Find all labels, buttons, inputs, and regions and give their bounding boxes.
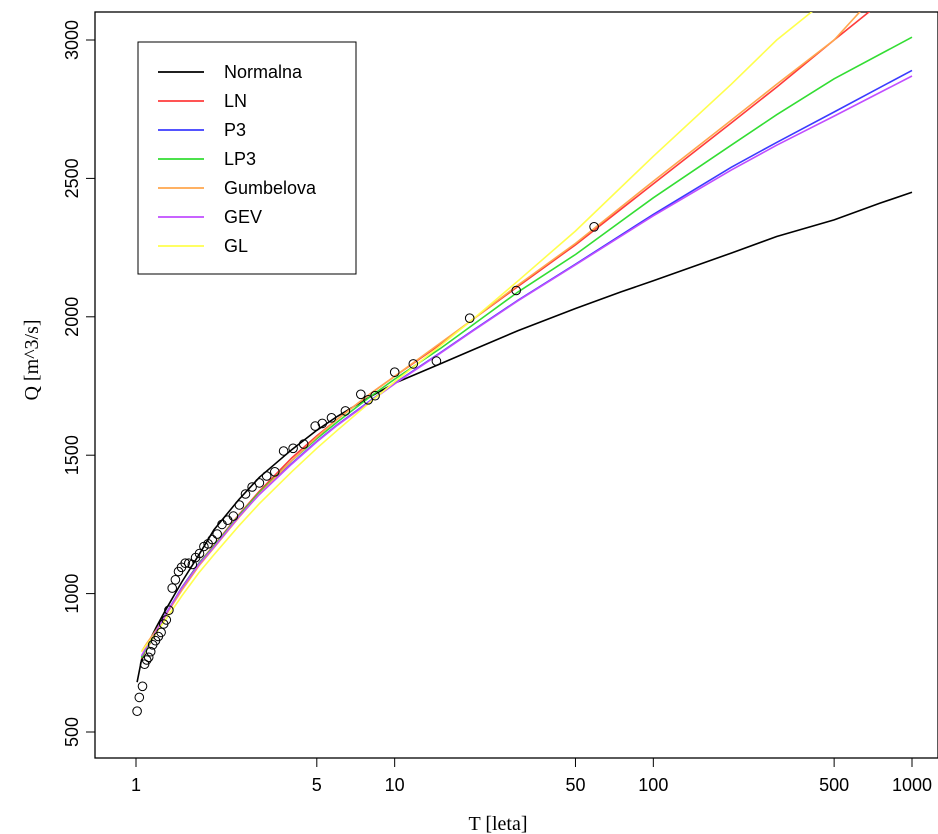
observation-point bbox=[356, 389, 366, 400]
observation-point bbox=[143, 652, 154, 663]
observation-point bbox=[164, 605, 174, 616]
observation-point bbox=[298, 439, 309, 449]
y-tick-label: 2500 bbox=[62, 158, 82, 198]
x-tick-label: 5 bbox=[312, 775, 322, 795]
series-line-gumbelova bbox=[140, 12, 861, 653]
observation-point bbox=[278, 446, 289, 456]
observation-point bbox=[240, 489, 251, 499]
observation-point bbox=[145, 646, 156, 657]
observation-point bbox=[167, 583, 177, 593]
observation-point bbox=[234, 500, 245, 510]
y-tick-label: 500 bbox=[62, 717, 82, 747]
y-tick-label: 1500 bbox=[62, 435, 82, 475]
x-tick-label: 50 bbox=[565, 775, 585, 795]
legend-label-gumbelova: Gumbelova bbox=[224, 178, 317, 198]
legend-label-p3: P3 bbox=[224, 120, 246, 140]
observation-point bbox=[212, 529, 222, 539]
legend-label-gl: GL bbox=[224, 236, 248, 256]
observation-point bbox=[389, 367, 400, 378]
observation-point bbox=[170, 575, 181, 585]
observation-point bbox=[161, 615, 172, 625]
x-tick-label: 1 bbox=[131, 775, 141, 795]
x-tick-label: 10 bbox=[385, 775, 405, 795]
observation-point bbox=[222, 515, 233, 526]
observation-point bbox=[288, 443, 298, 454]
y-axis: 500 1000 1500 2000 2500 3000 bbox=[62, 20, 96, 747]
legend-box bbox=[137, 41, 357, 275]
observation-point bbox=[270, 467, 280, 477]
observation-point bbox=[194, 548, 205, 559]
observation-point bbox=[180, 558, 190, 569]
observation-point bbox=[156, 627, 166, 638]
observation-point bbox=[589, 222, 599, 232]
legend-label-lp3: LP3 bbox=[224, 149, 256, 169]
y-tick-label: 2000 bbox=[62, 297, 82, 337]
y-tick-label: 1000 bbox=[62, 574, 82, 614]
x-axis: 1 5 10 50 100 500 1000 bbox=[131, 757, 932, 795]
observation-point bbox=[431, 356, 442, 366]
observation-point bbox=[137, 681, 148, 692]
legend-label-ln: LN bbox=[224, 91, 247, 111]
series-line-gev bbox=[140, 75, 913, 657]
observation-point bbox=[141, 655, 152, 665]
x-tick-label: 1000 bbox=[892, 775, 932, 795]
observation-point bbox=[340, 406, 351, 416]
observation-point bbox=[370, 390, 380, 401]
observation-point bbox=[134, 692, 145, 703]
x-axis-title: T [leta] bbox=[468, 813, 527, 834]
x-tick-label: 100 bbox=[638, 775, 668, 795]
observation-point bbox=[310, 421, 321, 431]
observation-point bbox=[254, 478, 265, 488]
x-tick-label: 500 bbox=[819, 775, 849, 795]
observation-point bbox=[408, 359, 419, 369]
legend: Normalna LN P3 LP3 Gumbelova GEV GL bbox=[137, 41, 357, 275]
observation-points bbox=[132, 222, 599, 717]
observation-point bbox=[247, 482, 257, 492]
observation-point bbox=[363, 395, 374, 405]
y-tick-label: 3000 bbox=[62, 20, 82, 60]
observation-point bbox=[317, 418, 328, 429]
series-line-gl bbox=[140, 12, 813, 653]
observation-point bbox=[511, 285, 522, 296]
y-axis-title: Q [m^3/s] bbox=[21, 319, 43, 400]
observation-point bbox=[228, 511, 239, 521]
observation-point bbox=[132, 706, 142, 717]
observation-point bbox=[261, 471, 272, 481]
legend-label-normalna: Normalna bbox=[224, 62, 303, 82]
legend-label-gev: GEV bbox=[224, 207, 262, 227]
observation-point bbox=[207, 534, 217, 545]
observation-point bbox=[326, 413, 337, 423]
observation-point bbox=[464, 313, 475, 324]
